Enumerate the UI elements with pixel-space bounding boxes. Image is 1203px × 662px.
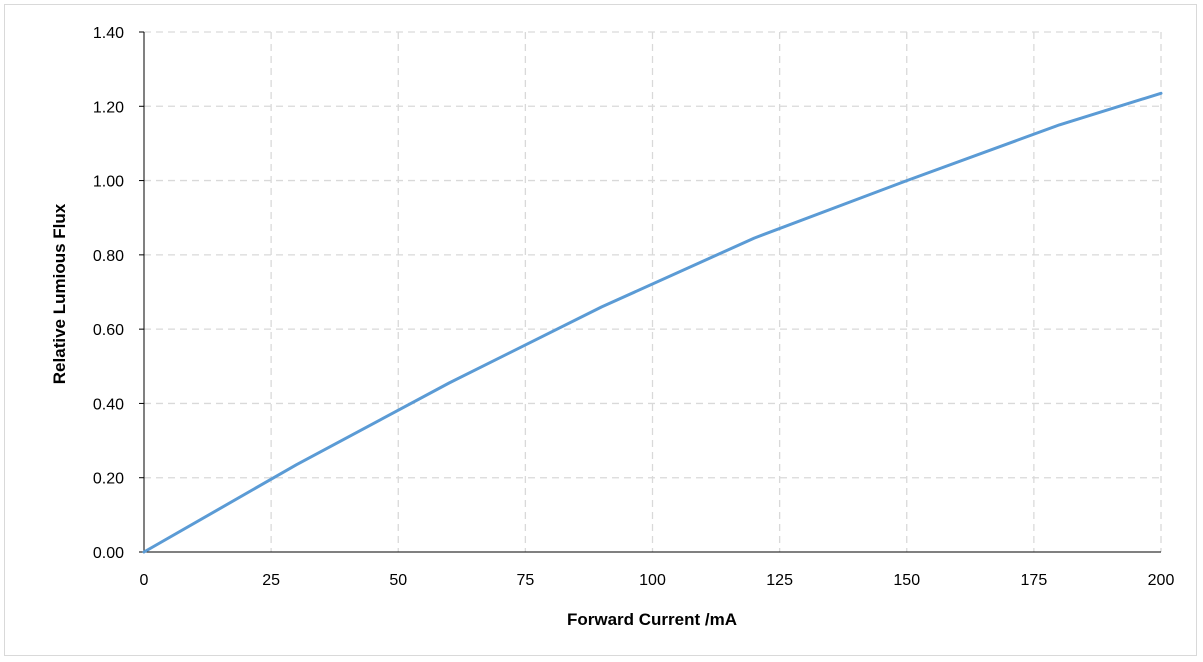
axes [139,31,1161,553]
chart-frame [4,4,1197,656]
x-tick-label: 150 [893,572,920,589]
x-tick-label: 75 [516,572,534,589]
x-tick-label: 25 [262,572,280,589]
x-tick-label: 175 [1021,572,1048,589]
y-tick-labels: 0.00 0.20 0.40 0.60 0.80 1.00 1.20 1.40 [93,25,124,562]
gridlines [144,31,1162,552]
y-axis-title: Relative Lumious Flux [50,203,69,384]
series-group [142,91,1163,554]
y-tick-label: 0.20 [93,471,124,488]
x-tick-label: 125 [766,572,793,589]
x-tick-label: 100 [639,572,666,589]
y-tick-label: 0.00 [93,545,124,562]
x-tick-label: 0 [140,572,149,589]
x-axis-title: Forward Current /mA [567,610,737,629]
y-tick-label: 0.80 [93,248,124,265]
y-tick-label: 1.20 [93,99,124,116]
series-line [142,91,1163,554]
y-tick-label: 0.60 [93,322,124,339]
x-tick-label: 50 [389,572,407,589]
y-tick-label: 0.40 [93,396,124,413]
y-tick-label: 1.00 [93,174,124,191]
x-tick-labels: 0 25 50 75 100 125 150 175 200 [140,572,1175,589]
x-tick-label: 200 [1148,572,1175,589]
y-tick-label: 1.40 [93,25,124,42]
